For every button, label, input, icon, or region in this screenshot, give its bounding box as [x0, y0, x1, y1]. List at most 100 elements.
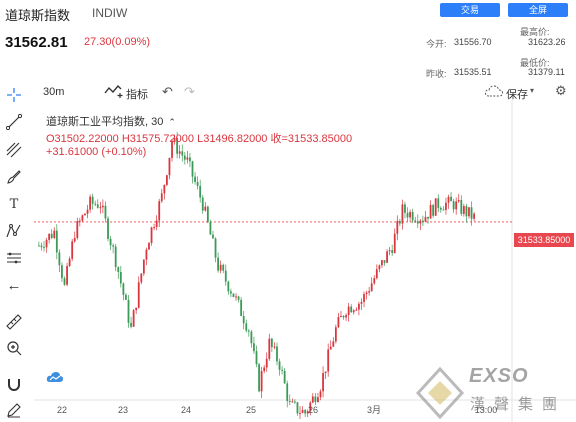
prev-close-label: 昨收: — [426, 69, 447, 79]
legend-ohlc: O31502.22000 H31575.72000 L31496.82000 收… — [46, 133, 353, 145]
ruler-icon[interactable] — [5, 313, 23, 331]
candle — [104, 201, 107, 223]
low-label: 最低价: — [520, 58, 550, 68]
candle — [393, 228, 396, 254]
candle — [424, 211, 427, 223]
candle — [230, 288, 232, 298]
candle — [445, 197, 447, 215]
candle — [102, 199, 104, 214]
candle — [388, 247, 391, 256]
trade-button[interactable]: 交易 — [440, 3, 500, 17]
candle — [40, 242, 43, 251]
candle — [317, 392, 319, 403]
candle — [470, 201, 473, 226]
pencil-lock-icon[interactable] — [5, 401, 23, 419]
candle — [63, 276, 66, 286]
candle — [224, 264, 227, 286]
candle — [84, 213, 86, 216]
watermark-name: 漢聲集團 — [470, 396, 567, 413]
x-tick-label: 23 — [118, 405, 128, 415]
candle — [450, 191, 452, 202]
candle — [398, 218, 401, 227]
candle — [414, 216, 417, 223]
candle — [334, 324, 337, 344]
candle — [201, 194, 204, 214]
legend-collapse-chevron-icon[interactable]: ⌃ — [168, 117, 176, 127]
back-arrow-icon[interactable]: ← — [6, 277, 22, 294]
fib-tool-icon[interactable] — [5, 141, 23, 159]
settings-gear-icon[interactable]: ⚙ — [555, 83, 567, 98]
candle — [278, 358, 281, 376]
candle — [375, 264, 378, 280]
zoom-in-icon[interactable] — [5, 339, 23, 357]
watermark-logo-icon — [416, 366, 465, 420]
candle — [150, 226, 153, 246]
candle — [153, 223, 155, 231]
candle — [381, 259, 383, 269]
candle — [227, 280, 230, 295]
cloud-icon[interactable] — [484, 84, 504, 98]
candle — [329, 340, 332, 350]
candle — [386, 249, 388, 263]
candle — [107, 216, 109, 242]
price-change: 27.30(0.09%) — [84, 36, 151, 48]
cloud-logo-icon[interactable] — [46, 369, 64, 385]
candle — [373, 275, 376, 285]
crosshair-icon[interactable] — [5, 86, 23, 104]
candle — [43, 241, 45, 252]
candle — [212, 231, 214, 239]
trend-line-icon[interactable] — [5, 113, 23, 131]
candle — [355, 307, 358, 311]
interval-selector[interactable]: 30m — [43, 86, 65, 98]
candle — [427, 216, 429, 224]
candle — [350, 304, 353, 313]
candle — [447, 194, 450, 209]
candle — [217, 252, 219, 273]
candle — [324, 371, 327, 379]
candle — [38, 241, 40, 247]
candle — [214, 237, 217, 263]
candle — [419, 218, 422, 231]
candle — [460, 195, 463, 216]
brush-icon[interactable] — [5, 168, 23, 186]
pattern-tool-icon[interactable] — [5, 222, 23, 240]
candle — [291, 398, 294, 403]
indicators-button[interactable]: 指标 — [126, 89, 148, 101]
candle — [86, 204, 89, 219]
candle — [119, 265, 122, 288]
fullscreen-button[interactable]: 全屏 — [508, 3, 568, 17]
candle — [81, 214, 84, 223]
candle — [142, 259, 145, 276]
magnet-icon[interactable] — [5, 375, 23, 393]
save-menu-chevron-icon[interactable]: ▾ — [530, 86, 535, 95]
candle — [465, 203, 468, 223]
candle — [73, 231, 76, 244]
forecast-tool-icon[interactable] — [5, 249, 23, 267]
undo-icon[interactable]: ↶ — [162, 84, 173, 99]
candle — [422, 215, 424, 227]
candle — [345, 313, 347, 321]
candle — [253, 336, 255, 354]
candle — [99, 201, 102, 214]
candle — [396, 215, 399, 241]
redo-icon[interactable]: ↷ — [184, 84, 195, 99]
candle — [337, 312, 340, 329]
candle — [222, 263, 225, 274]
candlestick-chart[interactable]: 22 23 24 25 26 3月 13:00 — [34, 100, 576, 422]
candle — [196, 176, 199, 190]
text-tool-icon[interactable]: T — [9, 197, 19, 212]
candle — [114, 244, 117, 272]
candle — [452, 198, 455, 213]
candle — [178, 145, 181, 159]
indicators-icon[interactable] — [104, 83, 124, 99]
candle — [135, 307, 138, 314]
candle — [347, 302, 350, 322]
candle — [158, 198, 161, 228]
candle — [473, 212, 475, 222]
candle — [401, 199, 404, 230]
save-button[interactable]: 保存 — [506, 89, 528, 101]
candle — [286, 380, 289, 408]
candle — [276, 342, 278, 366]
x-tick-label: 13:00 — [475, 405, 498, 415]
candle — [457, 193, 460, 204]
